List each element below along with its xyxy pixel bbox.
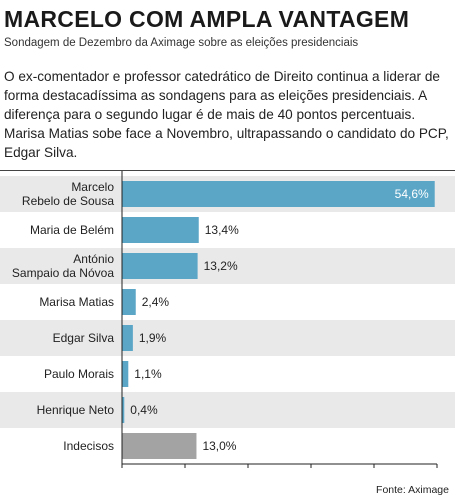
bar bbox=[122, 361, 129, 387]
chart-subtitle: Sondagem de Dezembro da Aximage sobre as… bbox=[4, 37, 359, 49]
lead-paragraph: O ex-comentador e professor catedrático … bbox=[4, 69, 449, 160]
bar bbox=[122, 325, 133, 351]
value-label: 13,0% bbox=[202, 439, 236, 453]
category-label: Henrique Neto bbox=[37, 403, 115, 417]
row-band bbox=[0, 320, 455, 356]
category-label: Marcelo Rebelo de Sousa bbox=[22, 180, 114, 208]
chart-title: MARCELO COM AMPLA VANTAGEM bbox=[4, 6, 410, 32]
category-label: Maria de Belém bbox=[30, 223, 114, 237]
category-label: António Sampaio da Nóvoa bbox=[12, 252, 114, 280]
header-rule bbox=[0, 170, 455, 171]
value-label: 13,4% bbox=[205, 223, 239, 237]
value-label: 0,4% bbox=[130, 403, 158, 417]
bar bbox=[122, 217, 199, 243]
category-label: Paulo Morais bbox=[44, 367, 114, 381]
category-label: Marisa Matias bbox=[39, 295, 114, 309]
value-label: 1,1% bbox=[134, 367, 162, 381]
row-band bbox=[0, 248, 455, 284]
value-label: 13,2% bbox=[204, 259, 238, 273]
bar-chart: Marcelo Rebelo de Sousa 54,6% Maria de Belé… bbox=[0, 171, 455, 468]
category-label: Indecisos bbox=[63, 439, 114, 453]
bar bbox=[122, 181, 435, 207]
row-band bbox=[0, 392, 455, 428]
value-label: 54,6% bbox=[395, 187, 429, 201]
bar bbox=[122, 253, 198, 279]
value-label: 2,4% bbox=[142, 295, 170, 309]
bar bbox=[122, 289, 136, 315]
bar bbox=[122, 397, 125, 423]
bar bbox=[122, 433, 197, 459]
category-label: Edgar Silva bbox=[53, 331, 115, 345]
source-note: Fonte: Aximage bbox=[376, 484, 449, 496]
value-label: 1,9% bbox=[139, 331, 167, 345]
